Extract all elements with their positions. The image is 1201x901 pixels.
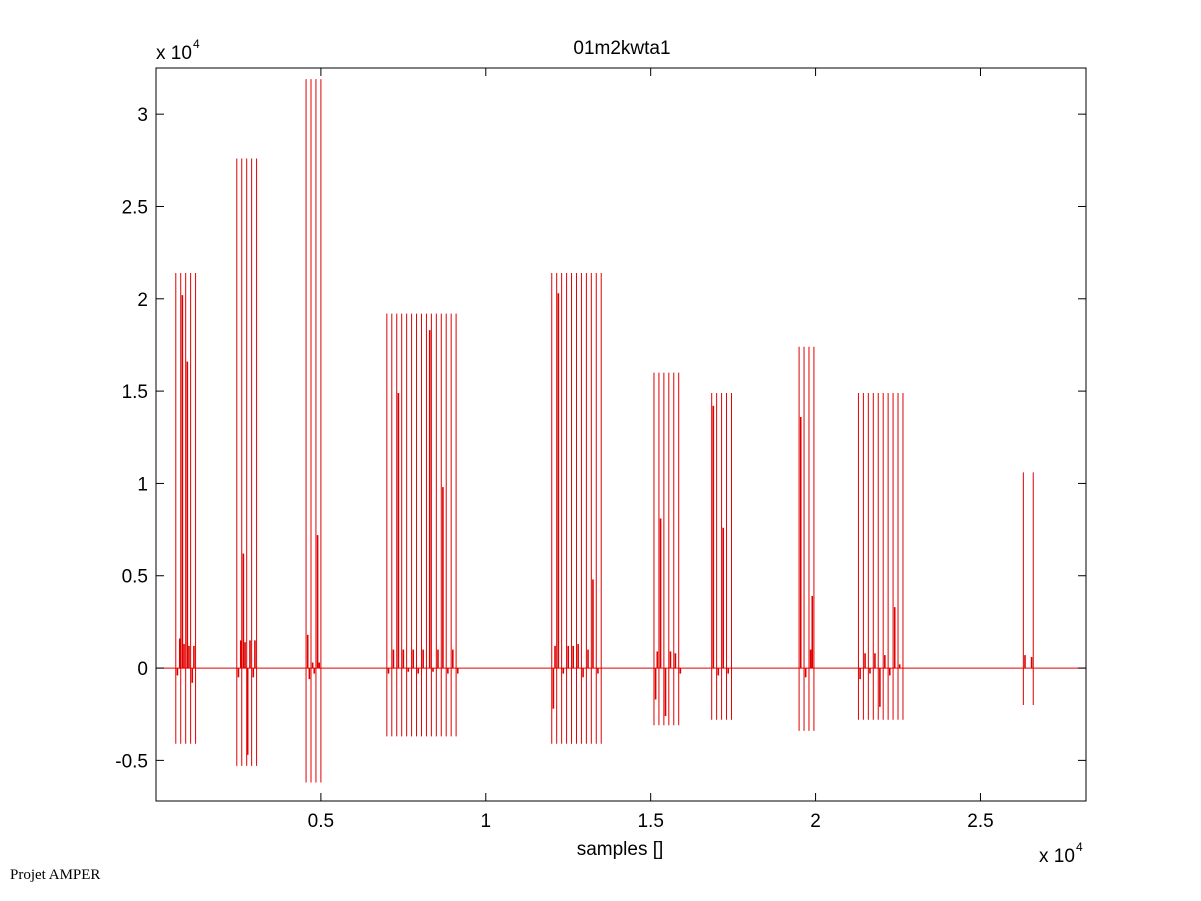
footer-credit: Projet AMPER: [10, 867, 100, 883]
y-tick-label: 1.5: [122, 382, 148, 403]
burst-1: [175, 272, 197, 744]
x-tick-label: 1.5: [637, 811, 663, 832]
axes-frame: [155, 67, 1087, 802]
y-tick-label: -0.5: [115, 751, 148, 772]
burst-9: [857, 392, 904, 720]
x-axis-label: samples []: [577, 839, 664, 860]
y-tick-label: 0.5: [122, 567, 148, 588]
x-tick-label: 2: [810, 811, 821, 832]
burst-2: [236, 158, 258, 766]
x-multiplier-exponent: 4: [1076, 840, 1083, 854]
x-tick-label: 1: [480, 811, 491, 832]
y-tick-label: 0: [137, 659, 148, 680]
y-tick-label: 1: [137, 474, 148, 495]
x-tick-label: 0.5: [308, 811, 334, 832]
y-multiplier-exponent: 4: [193, 37, 200, 51]
x-multiplier-base: x 10: [1039, 846, 1075, 867]
burst-10: [1022, 472, 1034, 705]
burst-3: [305, 79, 322, 783]
x-tick-label: 2.5: [967, 811, 993, 832]
burst-7: [711, 392, 732, 720]
burst-4: [386, 313, 457, 737]
axis-ticks: 0.5 1 1.5 2 2.5 -0.5 0 0.5 1 1.5 2 2.5 3: [115, 68, 1086, 832]
y-tick-label: 2: [137, 290, 148, 311]
burst-8: [798, 346, 815, 731]
y-multiplier: x 10 4: [156, 37, 200, 64]
y-tick-label: 3: [137, 105, 148, 126]
burst-5: [551, 272, 602, 744]
burst-6: [653, 372, 680, 726]
x-multiplier: x 10 4: [1039, 840, 1083, 867]
plot-area: [156, 79, 1086, 783]
y-multiplier-base: x 10: [156, 43, 192, 64]
chart-title: 01m2kwta1: [573, 38, 670, 59]
y-tick-label: 2.5: [122, 197, 148, 218]
